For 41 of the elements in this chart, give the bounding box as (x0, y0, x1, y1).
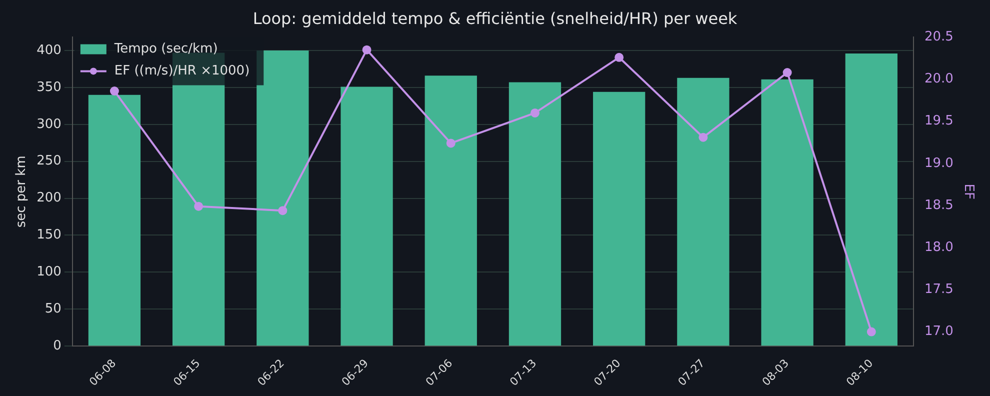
point (446, 138, 456, 148)
y-tick-label: 350 (36, 80, 62, 95)
point (530, 108, 540, 118)
point (278, 206, 288, 216)
legend-label: Tempo (sec/km) (113, 42, 218, 57)
y-tick-label: 300 (36, 116, 62, 132)
legend-label: EF ((m/s)/HR ×1000) (114, 64, 250, 79)
y2-tick-label: 17.5 (924, 282, 954, 298)
y2-tick-label: 20.0 (924, 72, 954, 87)
y2-axis-title: EF (960, 184, 976, 200)
bar (593, 92, 646, 346)
y2-tick-label: 19.5 (924, 114, 954, 129)
y-tick-label: 250 (36, 154, 62, 169)
y-tick-label: 400 (36, 42, 62, 58)
chart-title: Loop: gemiddeld tempo & efficiëntie (snelheid/HR) per week (252, 8, 738, 28)
point (698, 132, 708, 142)
y-tick-label: 150 (36, 228, 62, 243)
bar (340, 86, 393, 346)
bar (677, 78, 730, 346)
bar (88, 94, 141, 346)
bar (424, 76, 477, 346)
point (362, 45, 372, 54)
y-tick-label: 200 (36, 190, 62, 206)
y2-tick-label: 20.5 (924, 30, 954, 45)
point (866, 327, 876, 336)
y2-tick-label: 19.0 (924, 156, 954, 171)
y2-tick-label: 18.5 (924, 198, 954, 213)
bar (256, 50, 309, 346)
point (782, 68, 792, 78)
y-tick-label: 50 (44, 301, 62, 316)
point (194, 202, 204, 211)
bar (845, 53, 898, 346)
bar (761, 79, 814, 346)
y-tick-label: 0 (53, 338, 62, 354)
y-axis-title: sec per km (14, 156, 30, 228)
y2-tick-label: 18.0 (924, 240, 954, 255)
y2-tick-label: 17.0 (924, 324, 954, 340)
point (110, 86, 119, 96)
point (614, 52, 624, 62)
y-tick-label: 100 (36, 264, 62, 280)
bar (508, 82, 562, 346)
